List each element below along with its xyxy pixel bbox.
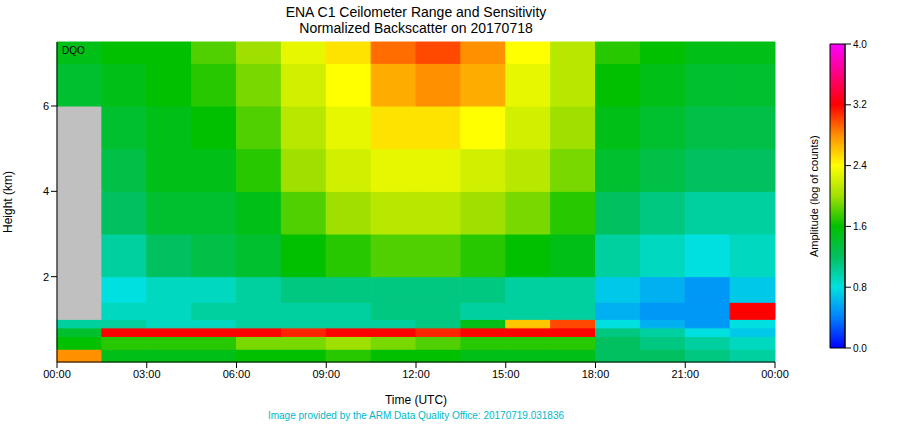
html-text:Amplitude (log of counts): Amplitude (log of counts) [808, 135, 820, 257]
svg-text:00:00: 00:00 [761, 368, 789, 380]
svg-text:0.0: 0.0 [853, 343, 867, 354]
svg-text:2.4: 2.4 [853, 160, 867, 171]
svg-text:18:00: 18:00 [582, 368, 610, 380]
html-text:DQO: DQO [62, 45, 85, 56]
svg-text:4: 4 [43, 185, 49, 197]
svg-text:12:00: 12:00 [402, 368, 430, 380]
svg-text:0.8: 0.8 [853, 282, 867, 293]
html-text:Normalized Backscatter on 2017: Normalized Backscatter on 20170718 [299, 20, 533, 36]
svg-text:00:00: 00:00 [43, 368, 71, 380]
svg-text:4.0: 4.0 [853, 39, 867, 50]
html-text:Image provided by the ARM Data: Image provided by the ARM Data Quality O… [267, 410, 565, 421]
svg-text:Height (km): Height (km) [1, 171, 15, 233]
svg-text:Time (UTC): Time (UTC) [385, 393, 447, 407]
svg-text:09:00: 09:00 [312, 368, 340, 380]
html-text:ENA C1 Ceilometer Range and Se: ENA C1 Ceilometer Range and Sensitivity [285, 4, 547, 20]
svg-text:2: 2 [43, 271, 49, 283]
svg-text:1.6: 1.6 [853, 221, 867, 232]
svg-text:06:00: 06:00 [223, 368, 251, 380]
svg-text:21:00: 21:00 [671, 368, 699, 380]
svg-text:15:00: 15:00 [492, 368, 520, 380]
svg-text:6: 6 [43, 100, 49, 112]
svg-text:3.2: 3.2 [853, 99, 867, 110]
svg-text:03:00: 03:00 [133, 368, 161, 380]
